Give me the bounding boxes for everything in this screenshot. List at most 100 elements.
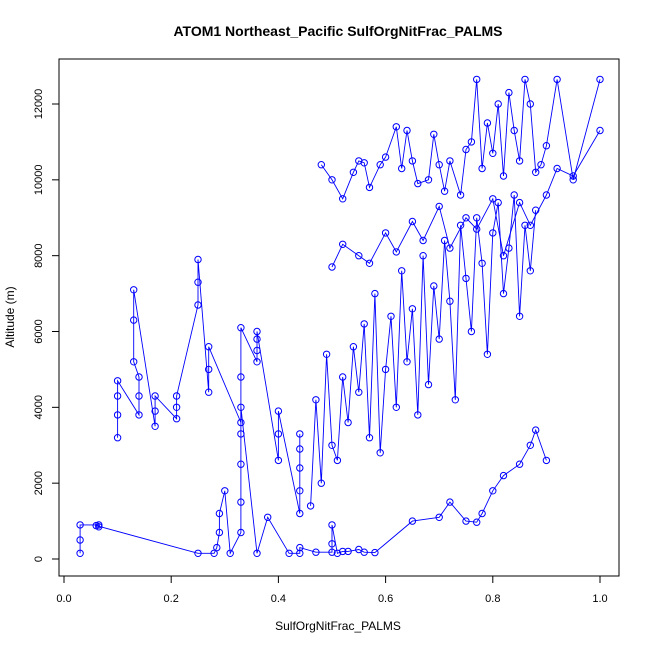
- data-point: [296, 464, 304, 472]
- data-point: [499, 289, 508, 298]
- data-point: [151, 422, 159, 430]
- y-tick-label: 10000: [33, 165, 45, 196]
- data-point: [532, 168, 540, 177]
- data-point: [494, 100, 502, 108]
- data-point: [462, 145, 470, 154]
- data-point: [328, 521, 336, 529]
- y-axis-label: Altitude (m): [3, 286, 17, 347]
- x-tick-label: 0.0: [56, 593, 71, 605]
- data-point: [76, 549, 84, 557]
- data-point: [215, 528, 224, 537]
- data-point: [489, 229, 497, 237]
- data-point: [274, 430, 283, 438]
- data-point: [435, 202, 443, 211]
- series-3-line: [310, 194, 537, 506]
- data-point: [521, 75, 529, 84]
- data-point: [194, 549, 202, 557]
- data-point: [446, 157, 454, 165]
- data-point: [462, 517, 470, 525]
- data-point: [408, 157, 417, 165]
- y-tick-label: 4000: [33, 395, 45, 419]
- data-point: [478, 259, 486, 267]
- data-point: [237, 460, 245, 468]
- data-point: [537, 161, 545, 169]
- data-point: [467, 138, 476, 146]
- data-point: [296, 543, 304, 552]
- data-point: [194, 255, 202, 264]
- data-point: [494, 198, 502, 207]
- data-point: [456, 191, 465, 199]
- data-point: [365, 259, 374, 267]
- data-point: [381, 365, 390, 374]
- data-point: [253, 549, 261, 557]
- data-point: [569, 172, 577, 180]
- data-point: [376, 449, 384, 457]
- data-point: [328, 540, 336, 548]
- data-point: [333, 549, 342, 557]
- data-point: [419, 252, 427, 260]
- data-point: [398, 267, 406, 275]
- data-point: [435, 513, 443, 521]
- data-point: [435, 335, 443, 343]
- data-point: [489, 195, 497, 203]
- data-point: [113, 392, 122, 400]
- data-point: [296, 509, 304, 518]
- data-point: [483, 350, 492, 358]
- data-point: [467, 327, 476, 336]
- y-tick-label: 0: [33, 556, 45, 562]
- data-point: [446, 498, 454, 506]
- plot-frame: [58, 58, 620, 577]
- data-point: [403, 358, 411, 366]
- data-point: [526, 441, 534, 449]
- y-axis: 0 2000 4000 6000 8000 10000 12000: [33, 89, 60, 562]
- data-point: [398, 164, 406, 173]
- series-5-line: [331, 130, 601, 268]
- data-point: [596, 126, 604, 135]
- data-point: [414, 411, 422, 419]
- y-tick-label: 12000: [33, 89, 45, 120]
- data-point: [515, 460, 524, 468]
- data-point: [489, 149, 497, 158]
- series-1-line: [79, 407, 547, 555]
- data-point: [392, 248, 400, 256]
- data-point: [221, 487, 229, 495]
- data-point: [312, 396, 320, 404]
- data-point: [408, 517, 417, 525]
- data-point: [553, 164, 561, 173]
- data-point: [237, 498, 245, 506]
- data-point: [478, 509, 486, 518]
- data-point: [526, 267, 534, 275]
- data-point: [392, 403, 400, 411]
- data-point: [515, 198, 524, 207]
- data-point: [515, 312, 524, 320]
- data-point: [532, 426, 540, 434]
- data-point: [462, 214, 470, 222]
- data-point: [264, 513, 272, 521]
- data-point: [526, 100, 534, 108]
- data-point: [542, 191, 551, 199]
- data-point: [213, 543, 221, 552]
- data-point: [515, 157, 524, 165]
- data-point: [135, 392, 143, 400]
- data-point: [414, 179, 422, 188]
- data-point: [113, 377, 122, 385]
- data-point: [339, 547, 347, 556]
- data-point: [172, 403, 181, 411]
- data-point: [360, 159, 368, 167]
- data-series-layer: [76, 75, 604, 557]
- data-point: [296, 430, 304, 438]
- data-point: [306, 502, 315, 510]
- data-point: [440, 187, 449, 195]
- series-2-line: [117, 259, 301, 514]
- data-point: [526, 221, 534, 230]
- data-point: [339, 195, 347, 203]
- x-tick-label: 0.4: [271, 593, 286, 605]
- data-point: [371, 548, 379, 557]
- y-tick-label: 6000: [33, 319, 45, 343]
- data-point: [569, 176, 577, 184]
- data-point: [130, 286, 138, 294]
- data-point: [473, 518, 481, 526]
- data-point: [505, 88, 513, 97]
- data-point: [499, 252, 508, 260]
